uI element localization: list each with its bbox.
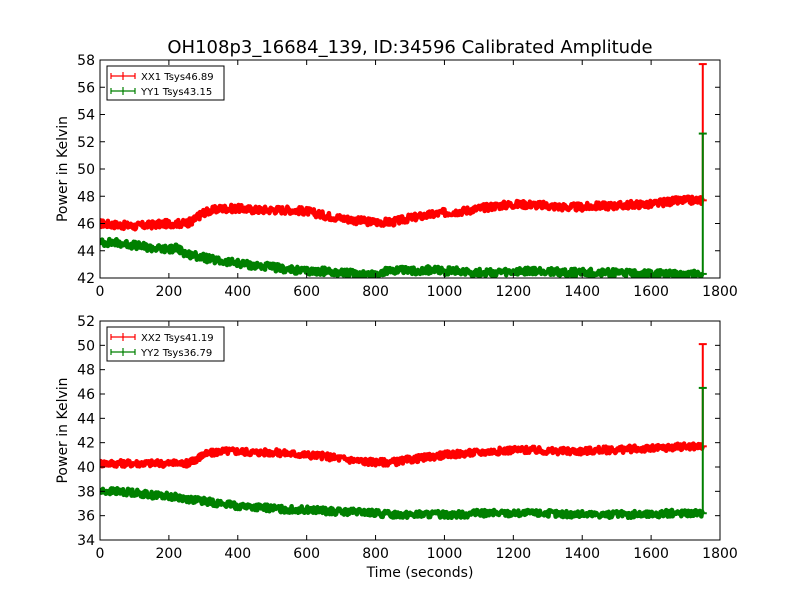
- chart-title: OH108p3_16684_139, ID:34596 Calibrated A…: [167, 37, 652, 58]
- y-tick-label: 52: [77, 135, 95, 151]
- legend-box: [106, 65, 225, 101]
- legend-label: YY2 Tsys36.79: [140, 348, 212, 359]
- y-tick-label: 48: [77, 363, 95, 379]
- y-tick-label: 58: [77, 53, 95, 69]
- top-panel: 0 200 400 600 800 1000 1200 1400 1600 1800 42 44 46 4…: [55, 53, 738, 300]
- legend-label: XX2 Tsys41.19: [141, 333, 214, 344]
- series-line-yy: [100, 236, 705, 278]
- legend-label: YY1 Tsys43.15: [140, 87, 212, 98]
- series-line-xx: [100, 441, 705, 469]
- x-tick-label: 1600: [633, 546, 669, 562]
- series-line-xx: [100, 194, 705, 232]
- x-tick-label: 800: [362, 284, 389, 300]
- x-axis-label: Time (seconds): [366, 565, 474, 581]
- y-axis-label: Power in Kelvin: [55, 116, 71, 222]
- x-tick-label: 1200: [496, 546, 532, 562]
- x-tick-label: 600: [293, 284, 320, 300]
- y-tick-label: 46: [77, 387, 95, 403]
- x-tick-label: 400: [224, 284, 251, 300]
- x-tick-label: 0: [96, 284, 105, 300]
- x-tick-label: 800: [362, 546, 389, 562]
- x-tick-label: 0: [96, 546, 105, 562]
- x-tick-label: 1400: [564, 284, 600, 300]
- y-tick-label: 50: [77, 162, 95, 178]
- y-tick-label: 56: [77, 80, 95, 96]
- y-tick-label: 52: [77, 314, 95, 330]
- bottom-panel: 0 200 400 600 800 1000 1200 1400 1600 1800 34 36 38 4…: [55, 314, 738, 581]
- y-tick-label: 44: [77, 411, 95, 427]
- y-axis-label: Power in Kelvin: [55, 377, 71, 483]
- x-tick-label: 200: [156, 546, 183, 562]
- plot-area: [100, 441, 705, 521]
- y-tick-label: 34: [77, 533, 95, 549]
- y-tick-label: 54: [77, 108, 95, 124]
- y-tick-label: 46: [77, 217, 95, 233]
- x-tick-label: 600: [293, 546, 320, 562]
- plot-area: [100, 194, 705, 278]
- series-line-yy: [100, 486, 705, 521]
- axes-frame: [99, 320, 721, 541]
- y-tick-label: 40: [77, 460, 95, 476]
- y-tick-label: 42: [77, 271, 95, 287]
- y-tick-label: 48: [77, 189, 95, 205]
- x-tick-label: 1200: [496, 284, 532, 300]
- y-tick-label: 38: [77, 484, 95, 500]
- x-tick-label: 1600: [633, 284, 669, 300]
- x-tick-label: 1000: [427, 546, 463, 562]
- legend: XX2 Tsys41.19 YY2 Tsys36.79: [106, 326, 225, 362]
- y-tick-label: 36: [77, 509, 95, 525]
- y-tick-label: 42: [77, 436, 95, 452]
- x-tick-label: 1800: [702, 546, 738, 562]
- x-tick-label: 1400: [564, 546, 600, 562]
- x-tick-label: 1000: [427, 284, 463, 300]
- y-tick-label: 44: [77, 244, 95, 260]
- x-tick-label: 200: [156, 284, 183, 300]
- x-tick-label: 1800: [702, 284, 738, 300]
- x-tick-label: 400: [224, 546, 251, 562]
- y-tick-label: 50: [77, 338, 95, 354]
- legend: XX1 Tsys46.89 YY1 Tsys43.15: [106, 65, 225, 101]
- legend-label: XX1 Tsys46.89: [141, 72, 214, 83]
- legend-box: [106, 326, 225, 362]
